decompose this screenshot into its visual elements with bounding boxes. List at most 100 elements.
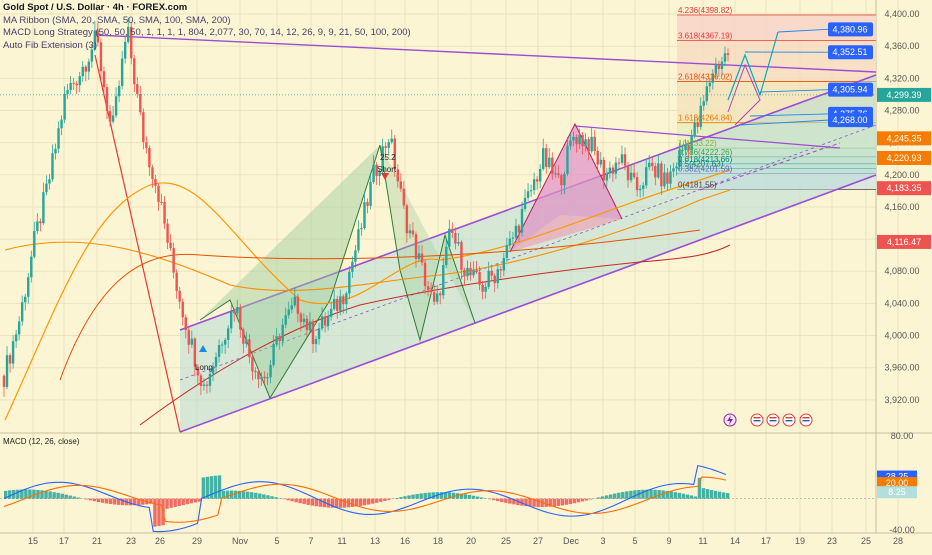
candle-body	[172, 248, 174, 273]
macd-tick-label: -40.00	[889, 525, 915, 535]
candle-body	[693, 123, 695, 135]
macd-histogram-bar	[480, 497, 483, 498]
macd-histogram-bar	[500, 499, 503, 502]
time-tick-label: 14	[730, 536, 740, 546]
candle-body	[727, 53, 729, 55]
candle-body	[60, 120, 62, 129]
candle-body	[584, 139, 586, 146]
macd-histogram-bar	[694, 496, 697, 498]
candle-body	[606, 173, 608, 180]
macd-histogram-bar	[561, 499, 564, 506]
candle-body	[115, 96, 117, 115]
candle-body	[569, 141, 571, 146]
candle-body	[66, 90, 68, 94]
candle-body	[524, 198, 526, 209]
macd-histogram-bar	[198, 499, 201, 502]
candle-body	[27, 277, 29, 296]
candle-body	[291, 305, 293, 309]
fib-level-label: 4.236(4398.82)	[678, 6, 733, 15]
macd-histogram-bar	[504, 499, 507, 503]
candle-body	[63, 94, 65, 120]
time-tick-label: 17	[59, 536, 69, 546]
candle-body	[566, 146, 568, 174]
macd-histogram-bar	[48, 491, 51, 498]
price-tick-label: 4,160.00	[884, 202, 919, 212]
flag-stripe-icon	[770, 417, 777, 418]
candle-body	[603, 160, 605, 181]
time-tick-label: 23	[827, 536, 837, 546]
macd-histogram-bar	[363, 499, 366, 506]
candle-body	[484, 287, 486, 292]
macd-histogram-bar	[298, 499, 301, 504]
candle-body	[415, 234, 417, 259]
macd-histogram-bar	[8, 490, 11, 498]
candle-body	[191, 339, 193, 345]
time-tick-label: 11	[337, 536, 346, 546]
chart-legend: Gold Spot / U.S. Dollar · 4h · FOREX.com…	[3, 2, 411, 52]
candle-body	[139, 94, 141, 112]
macd-histogram-bar	[169, 499, 172, 508]
candle-body	[515, 226, 517, 238]
auto-fib-indicator[interactable]: Auto Fib Extension (3)	[3, 40, 411, 53]
flag-stripe-icon	[770, 420, 777, 421]
candle-body	[587, 139, 589, 151]
macd-histogram-bar	[641, 490, 644, 499]
price-tick-label: 4,080.00	[884, 266, 919, 276]
candle-body	[615, 163, 617, 174]
fib-level-label: 0.382(4201.59)	[678, 165, 733, 174]
macd-histogram-bar	[266, 495, 269, 498]
macd-tick-label: 80.00	[891, 431, 914, 441]
fib-level-label: 2.618(4316.02)	[678, 73, 733, 82]
candle-body	[666, 173, 668, 184]
macd-histogram-bar	[407, 495, 410, 498]
candle-body	[36, 221, 38, 231]
flag-stripe-icon	[786, 420, 793, 421]
candle-body	[718, 64, 720, 69]
ma-ribbon-indicator[interactable]: MA Ribbon (SMA, 20, SMA, 50, SMA, 100, S…	[3, 15, 411, 28]
macd-histogram-bar	[186, 499, 189, 505]
candle-body	[354, 250, 356, 261]
candle-body	[551, 158, 553, 174]
candle-body	[6, 355, 8, 387]
macd-histogram-bar	[573, 499, 576, 504]
time-tick-label: 16	[400, 536, 410, 546]
candle-body	[278, 336, 280, 341]
candle-body	[227, 328, 229, 340]
candle-body	[642, 185, 644, 188]
time-tick-label: 25	[501, 536, 511, 546]
macd-value-label: 8.25	[888, 487, 906, 497]
macd-histogram-bar	[60, 494, 63, 499]
macd-histogram-bar	[472, 496, 475, 499]
candle-body	[672, 168, 674, 171]
macd-histogram-bar	[609, 494, 612, 498]
candle-body	[369, 182, 371, 206]
candle-body	[612, 168, 614, 174]
target-label: 4,305.94	[832, 85, 867, 95]
candle-body	[48, 179, 50, 183]
candle-body	[324, 316, 326, 325]
macd-histogram-bar	[670, 491, 673, 498]
candle-body	[351, 262, 353, 272]
macd-histogram-bar	[536, 499, 539, 507]
price-tick-label: 3,960.00	[884, 363, 919, 373]
candle-body	[33, 231, 35, 257]
macd-strategy-indicator[interactable]: MACD Long Strategy (50, 50, 50, 1, 1, 1,…	[3, 27, 411, 40]
candle-body	[79, 76, 81, 85]
price-tick-label: 4,200.00	[884, 170, 919, 180]
candle-body	[260, 377, 262, 379]
price-tag-label: 4,183.35	[886, 183, 921, 193]
candle-body	[418, 253, 420, 258]
candle-body	[294, 297, 296, 306]
candle-body	[433, 292, 435, 302]
macd-histogram-bar	[262, 494, 265, 498]
candle-body	[512, 237, 514, 238]
macd-histogram-bar	[157, 499, 160, 526]
time-tick-label: 5	[632, 536, 637, 546]
price-tick-label: 4,320.00	[884, 73, 919, 83]
macd-histogram-bar	[44, 491, 47, 499]
candle-body	[9, 355, 11, 363]
candle-body	[372, 165, 374, 182]
symbol-title[interactable]: Gold Spot / U.S. Dollar · 4h · FOREX.com	[3, 2, 411, 15]
target-label: 4,352.51	[832, 47, 867, 57]
